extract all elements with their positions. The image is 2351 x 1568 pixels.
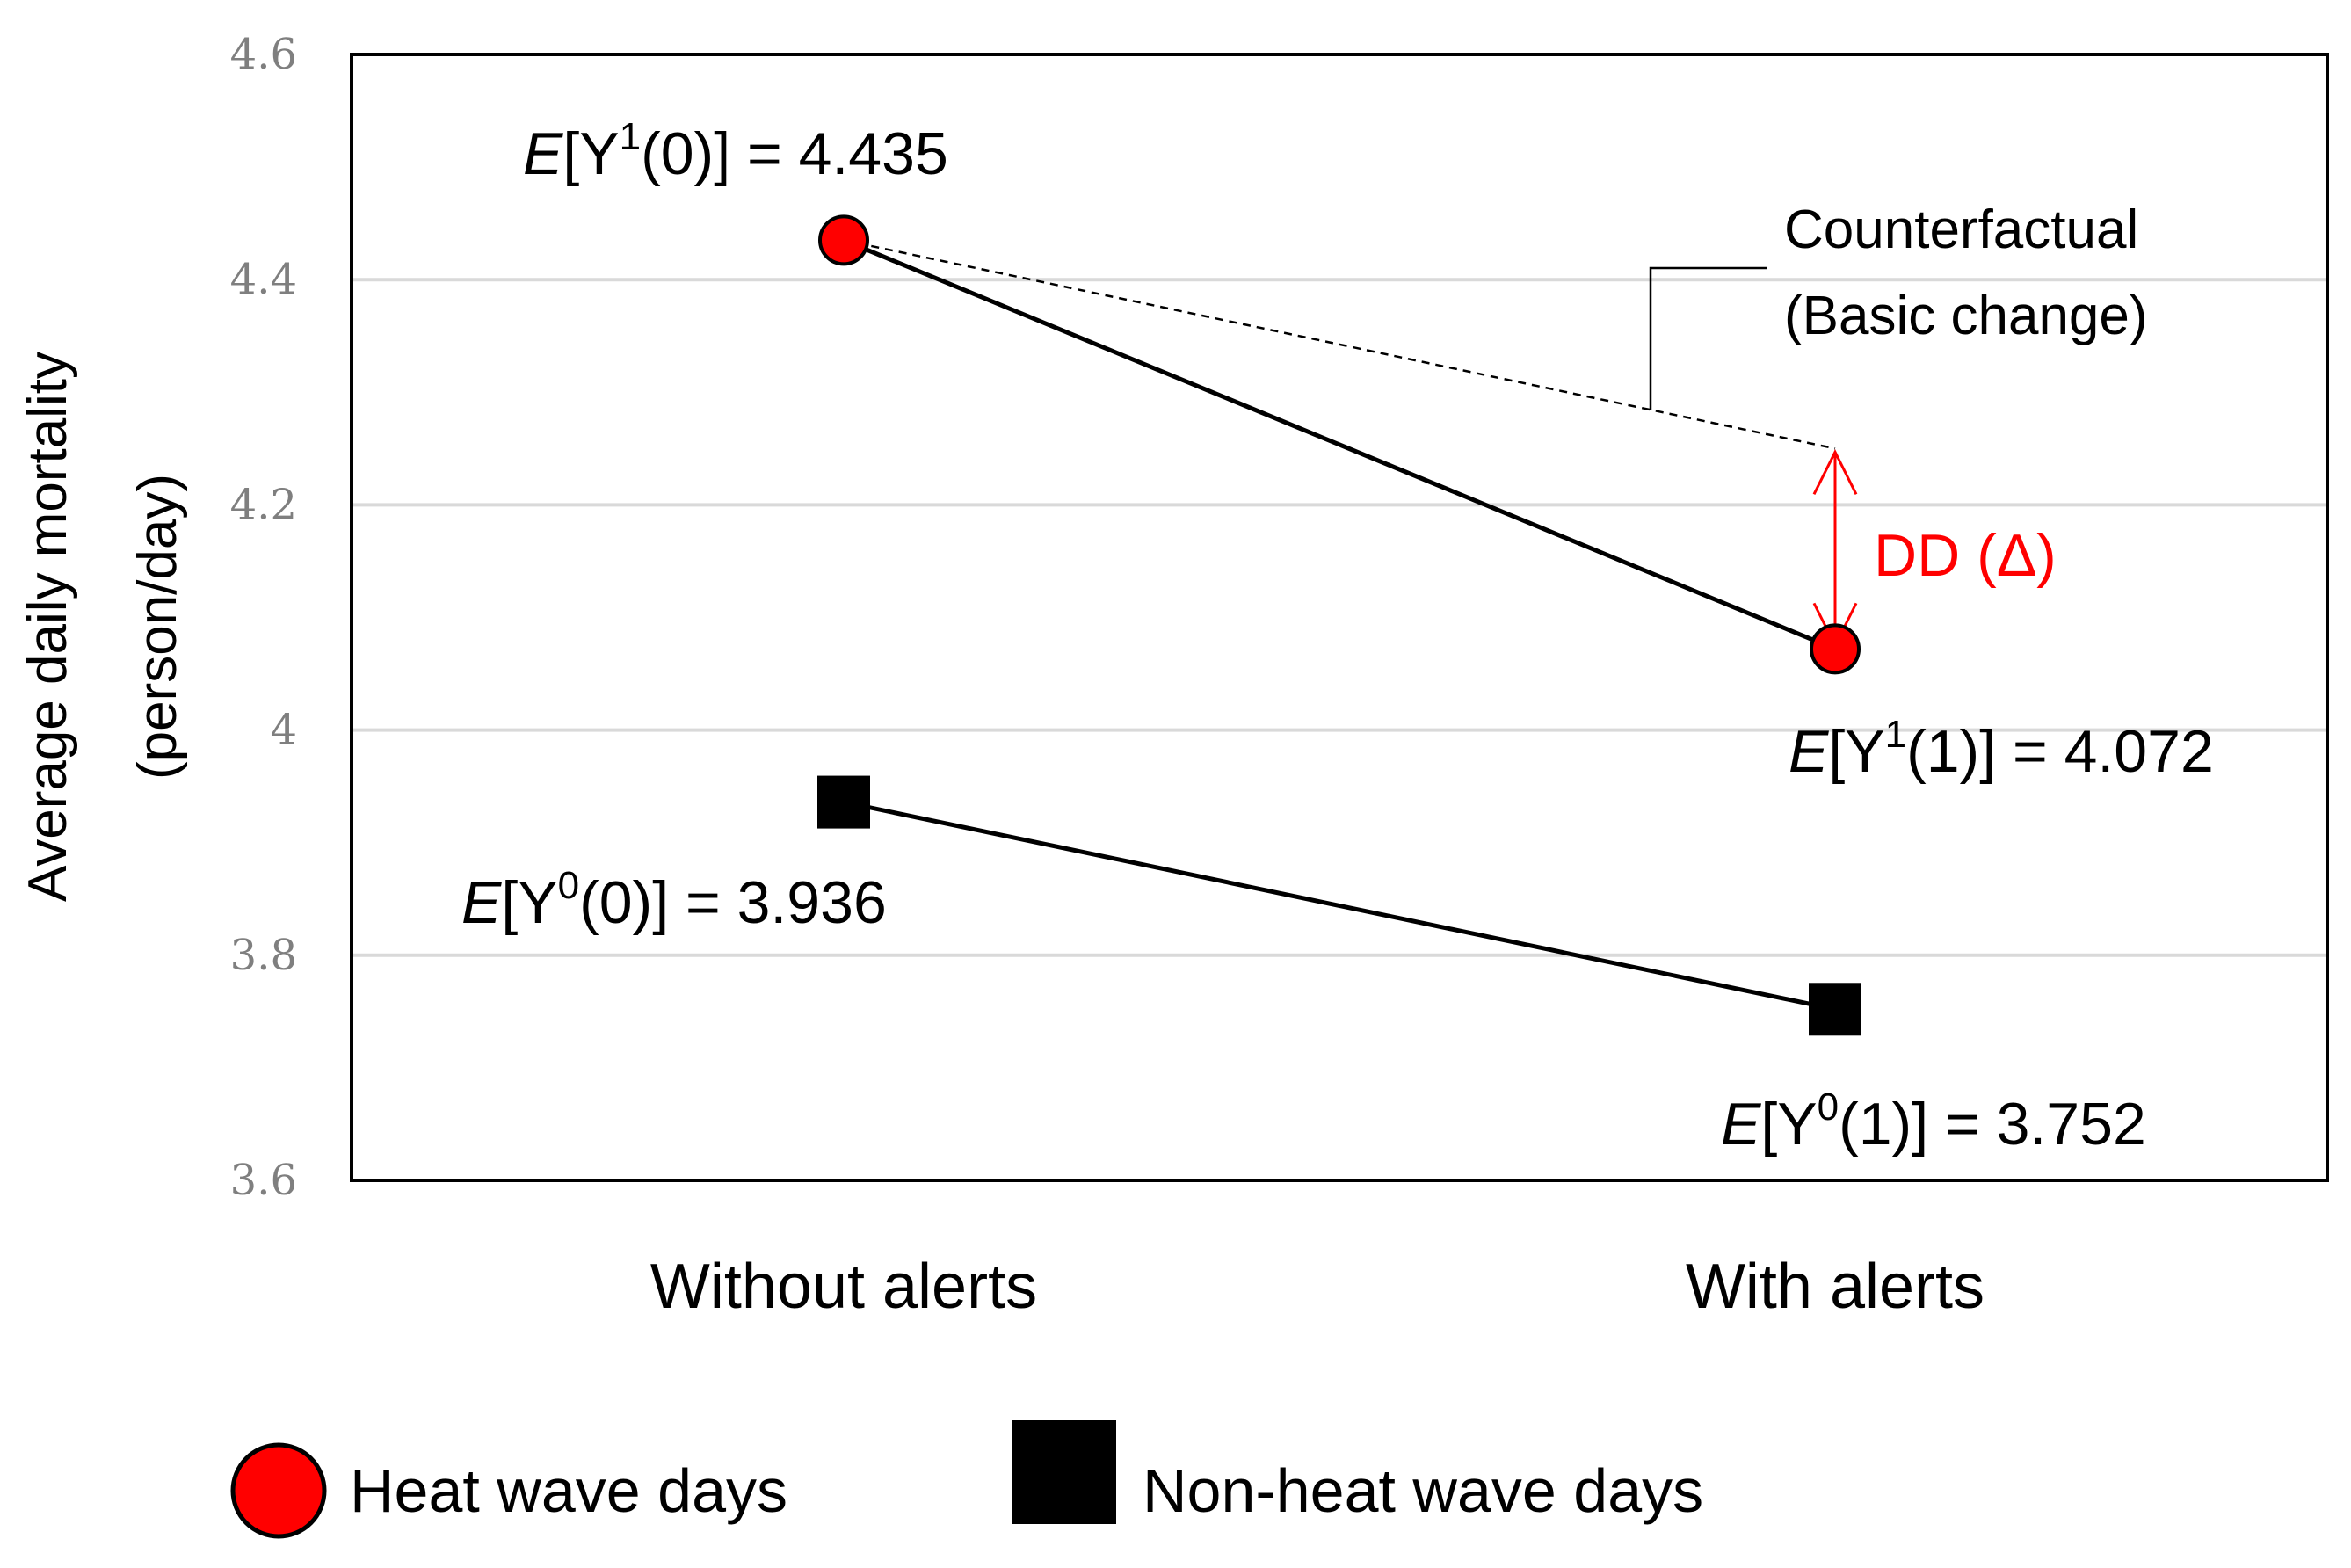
legend-marker-heat-wave (230, 1442, 327, 1539)
data-point-non-heat-wave (817, 775, 870, 829)
counterfactual-label-line2: (Basic change) (1784, 286, 2148, 346)
series-lines (843, 238, 1836, 1012)
series-line (843, 800, 1836, 1012)
legend-label-non-heat-wave: Non-heat wave days (1143, 1456, 1703, 1525)
legend-label-heat-wave: Heat wave days (350, 1456, 787, 1525)
y-tick-label: 4.4 (230, 255, 297, 304)
y-tick-labels: 3.6 3.8 4 4.2 4.4 4.6 (230, 30, 297, 1205)
x-category-label: Without alerts (650, 1252, 1037, 1322)
dd-arrow-head-top (1812, 448, 1858, 496)
legend: Heat wave days Non-heat wave days (230, 1420, 1703, 1539)
y-tick-label: 3.6 (230, 1156, 297, 1205)
annotation-y0-1: E[Y0(1)] = 3.752 (1721, 1085, 2146, 1158)
y-tick-label: 3.8 (230, 931, 297, 980)
x-category-labels: Without alerts With alerts (650, 1252, 1985, 1322)
counterfactual-label-line1: Counterfactual (1784, 200, 2138, 260)
legend-marker-non-heat-wave (1012, 1420, 1116, 1524)
counterfactual-line (843, 239, 1836, 450)
annotation-y1-1: E[Y1(1)] = 4.072 (1789, 713, 2214, 785)
counterfactual-group (843, 239, 1836, 450)
series-line (843, 238, 1836, 651)
y-axis-label: Average daily mortality (person/day) (18, 352, 188, 902)
gridlines (352, 278, 2327, 957)
data-point-heat-wave (1810, 623, 1861, 675)
y-tick-label: 4.6 (230, 30, 297, 79)
annotation-y1-0: E[Y1(0)] = 4.435 (523, 115, 948, 187)
y-tick-label: 4.2 (230, 480, 297, 529)
dd-arrow (1812, 448, 1858, 649)
data-point-heat-wave (818, 214, 869, 266)
annotation-y0-0: E[Y0(0)] = 3.936 (461, 864, 887, 936)
y-axis-label-line1: Average daily mortality (18, 352, 78, 902)
x-category-label: With alerts (1686, 1252, 1985, 1322)
y-tick-label: 4 (270, 706, 297, 755)
counterfactual-leader-line (1649, 266, 1767, 410)
series-markers (817, 214, 1861, 1036)
plot-area-frame (350, 53, 2329, 1182)
data-point-non-heat-wave (1809, 983, 1861, 1036)
dd-label: DD (Δ) (1874, 522, 2057, 589)
y-axis-label-line2: (person/day) (127, 474, 188, 780)
